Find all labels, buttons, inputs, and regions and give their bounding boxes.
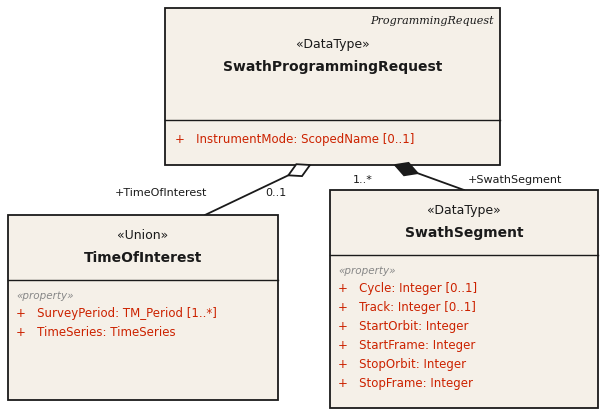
Bar (165, 8, 500, 165)
Text: «Union»: «Union» (118, 229, 168, 242)
Text: +   Cycle: Integer [0..1]: + Cycle: Integer [0..1] (338, 282, 477, 295)
Text: +   TimeSeries: TimeSeries: + TimeSeries: TimeSeries (16, 326, 176, 339)
Text: SwathProgrammingRequest: SwathProgrammingRequest (223, 60, 442, 74)
Text: ProgrammingRequest: ProgrammingRequest (370, 16, 494, 26)
Text: 0..1: 0..1 (265, 188, 286, 198)
Text: +SwathSegment: +SwathSegment (468, 175, 562, 185)
Text: +   StartOrbit: Integer: + StartOrbit: Integer (338, 320, 468, 333)
Text: +   StopOrbit: Integer: + StopOrbit: Integer (338, 358, 466, 371)
Polygon shape (395, 163, 418, 175)
Bar (330, 190, 598, 408)
Text: +   StopFrame: Integer: + StopFrame: Integer (338, 377, 473, 390)
Polygon shape (288, 164, 310, 176)
Bar (8, 215, 278, 400)
Text: +   InstrumentMode: ScopedName [0..1]: + InstrumentMode: ScopedName [0..1] (175, 133, 415, 146)
Text: +TimeOfInterest: +TimeOfInterest (115, 188, 207, 198)
Text: «DataType»: «DataType» (427, 204, 501, 217)
Text: +   SurveyPeriod: TM_Period [1..*]: + SurveyPeriod: TM_Period [1..*] (16, 307, 217, 320)
Text: «property»: «property» (338, 266, 396, 276)
Text: +   StartFrame: Integer: + StartFrame: Integer (338, 339, 475, 352)
Text: 1..*: 1..* (353, 175, 373, 185)
Text: +   Track: Integer [0..1]: + Track: Integer [0..1] (338, 301, 476, 314)
Text: SwathSegment: SwathSegment (405, 226, 524, 240)
Text: TimeOfInterest: TimeOfInterest (84, 251, 202, 265)
Text: «property»: «property» (16, 291, 73, 301)
Text: «DataType»: «DataType» (296, 38, 370, 51)
